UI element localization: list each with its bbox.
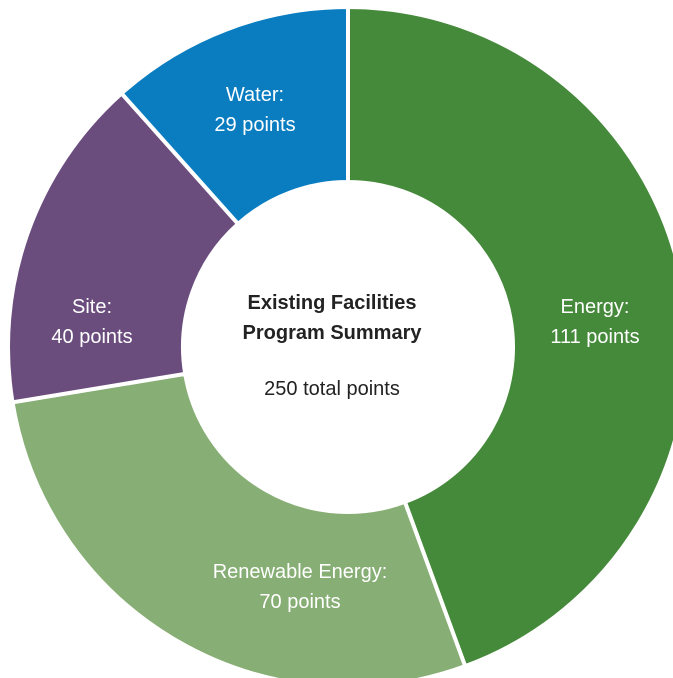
slice-label-site-name: Site:: [71, 296, 113, 318]
slice-energy: [346, 4, 673, 669]
slice-label-site-value: 40 points: [51, 326, 133, 348]
slice-renewable-energy: [10, 371, 468, 678]
center-title-line-2: Program Summary: [242, 322, 422, 344]
center-title-line-1: Existing Facilities: [247, 292, 417, 314]
slice-label-energy: Energy: 111 points: [530, 292, 660, 352]
slice-site: [6, 90, 241, 405]
slice-water: [118, 4, 350, 227]
center-total: 250 total points: [264, 378, 400, 400]
slice-label-renewable-energy-name: Renewable Energy:: [212, 561, 388, 583]
slice-label-renewable-energy-value: 70 points: [259, 591, 341, 613]
slice-label-water: Water: 29 points: [195, 80, 315, 140]
slice-label-water-value: 29 points: [214, 114, 296, 136]
slice-label-water-name: Water:: [225, 84, 285, 106]
slice-label-energy-name: Energy:: [560, 296, 630, 318]
slice-label-energy-value: 111 points: [550, 326, 640, 348]
slice-label-site: Site: 40 points: [32, 292, 152, 352]
donut-slices: [6, 4, 673, 678]
center-title: Existing Facilities Program Summary: [182, 288, 482, 348]
slice-label-renewable-energy: Renewable Energy: 70 points: [185, 557, 415, 617]
